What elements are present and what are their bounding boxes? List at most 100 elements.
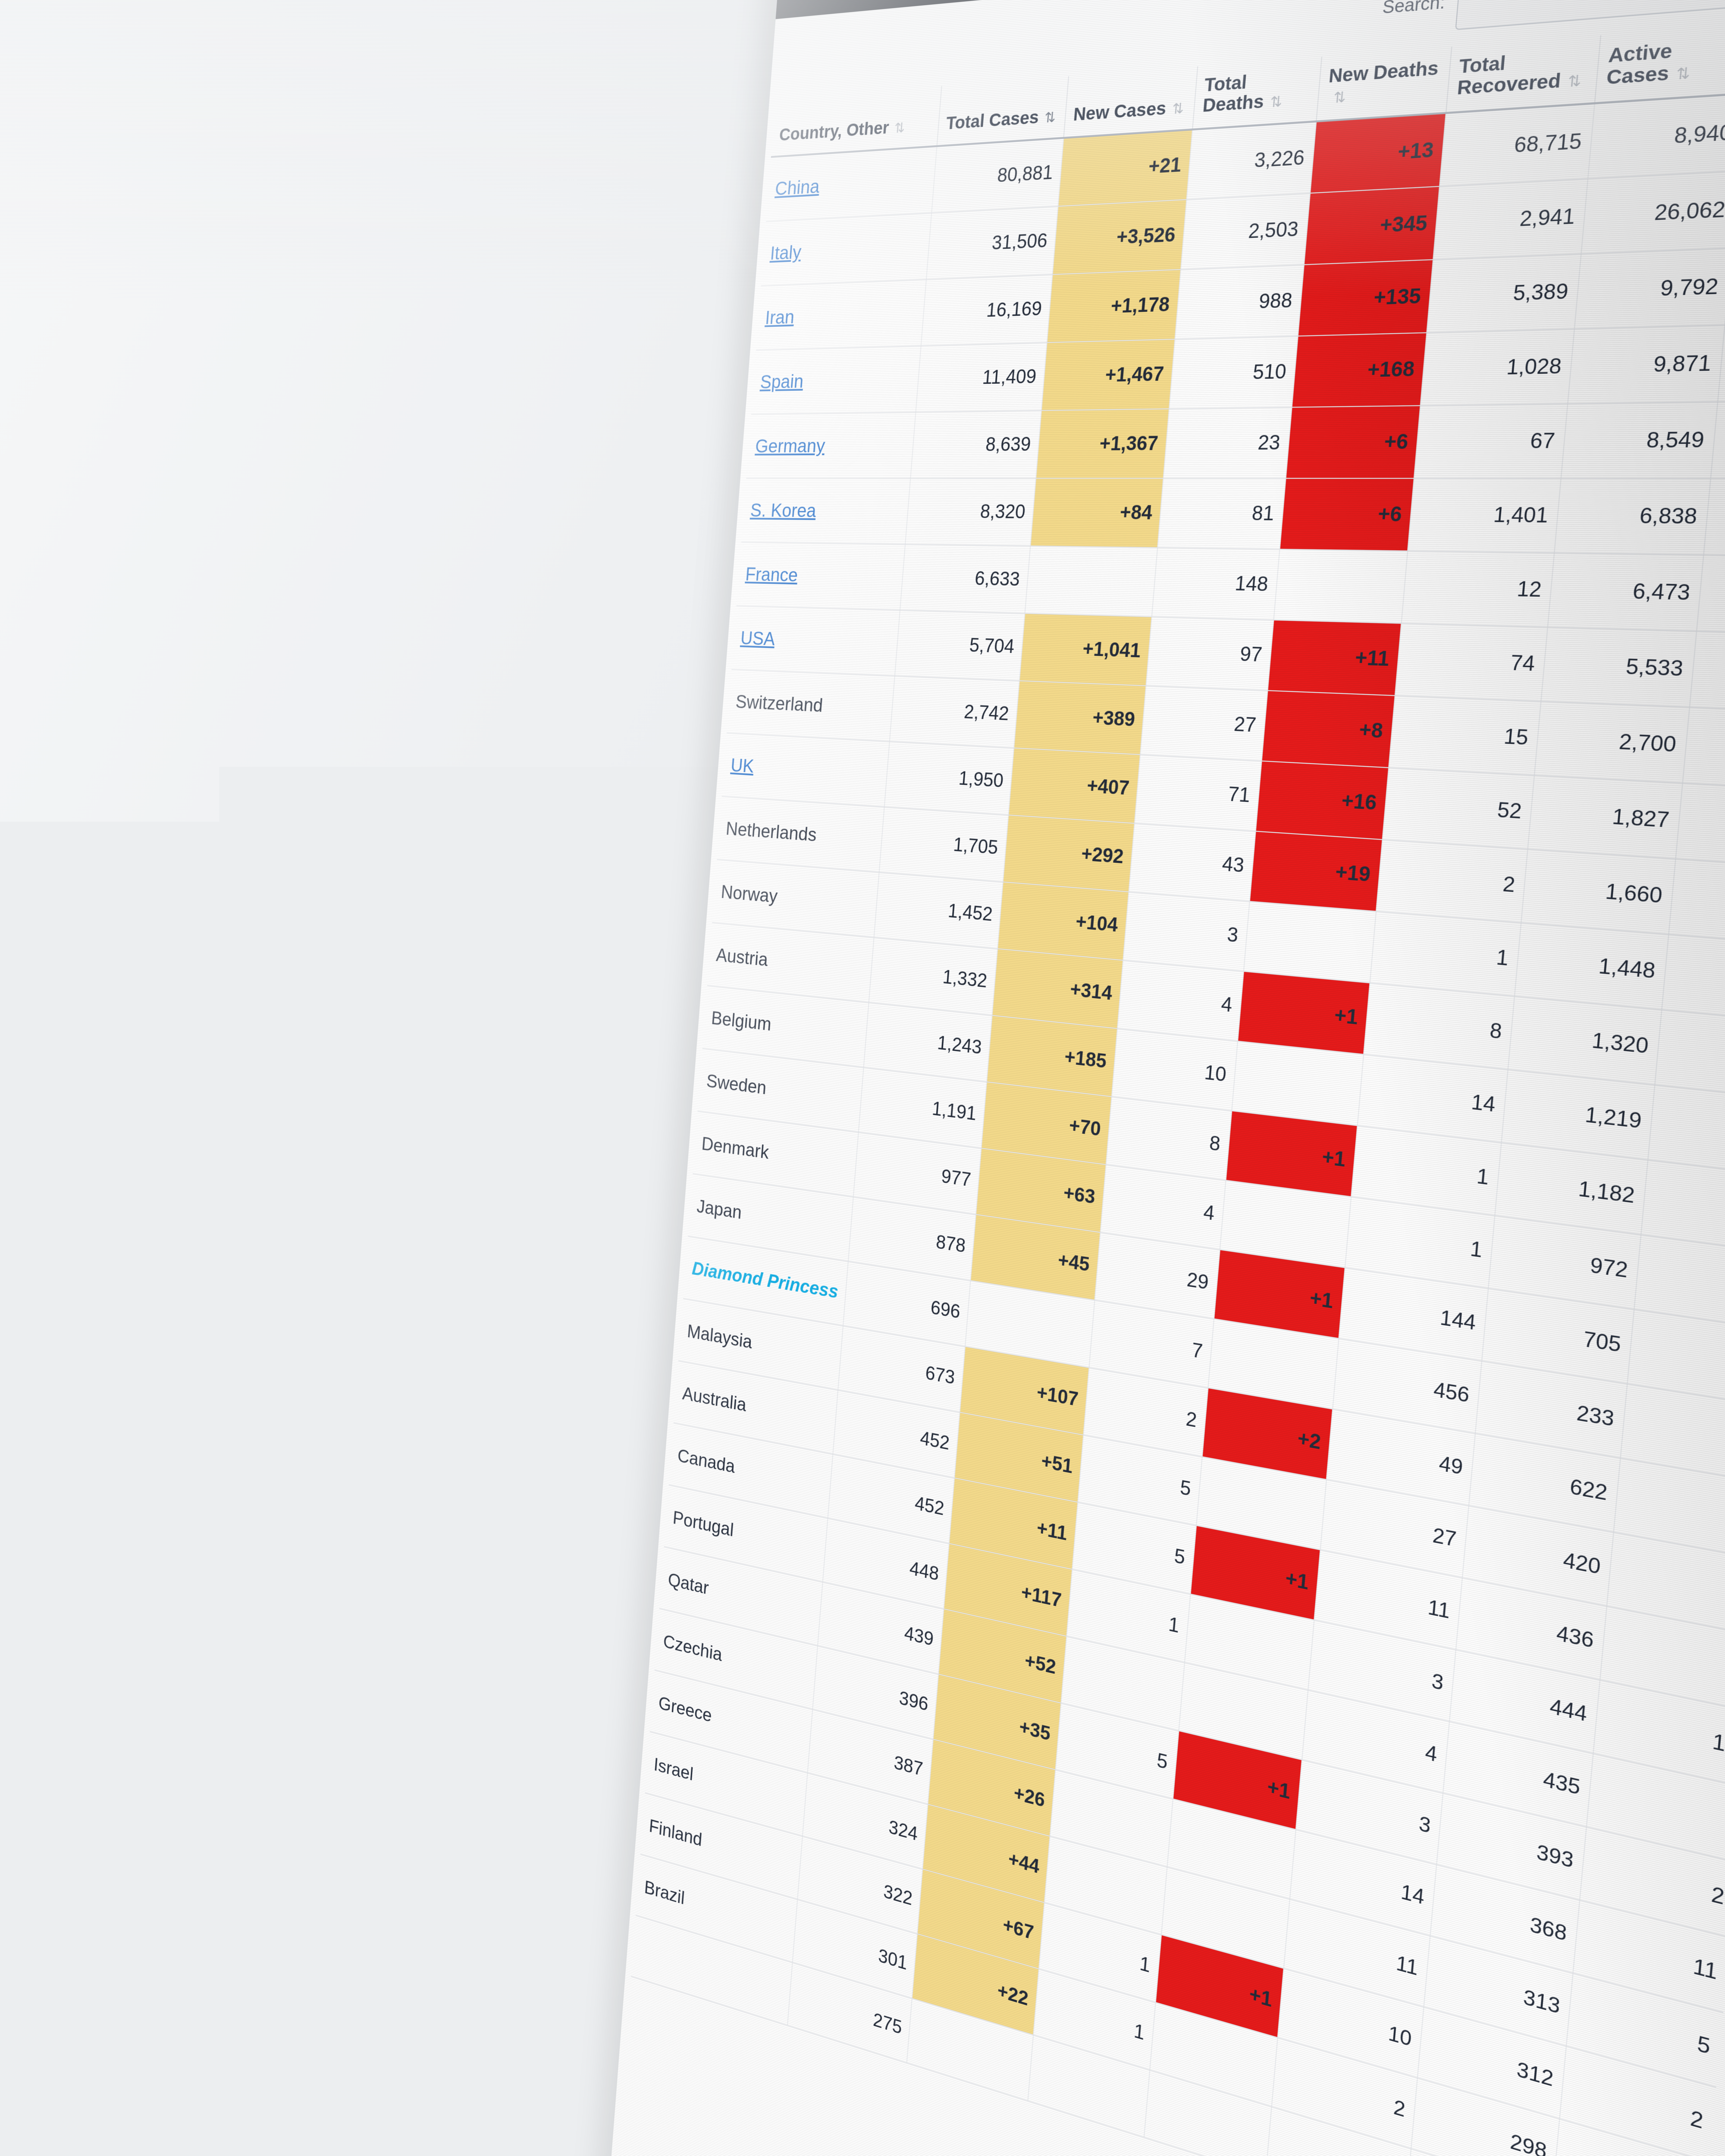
cell-total-recovered: 2,941 xyxy=(1433,179,1588,260)
cell-country[interactable]: USA xyxy=(731,605,900,675)
column-header-active-cases[interactable]: Active Cases ⇅ xyxy=(1595,24,1725,103)
cell-total-cases: 6,633 xyxy=(900,544,1030,613)
sort-icon-new-deaths[interactable]: ⇅ xyxy=(1333,89,1345,106)
column-header-total-cases[interactable]: Total Cases ⇅ xyxy=(937,76,1069,146)
cell-total-deaths: 81 xyxy=(1157,478,1286,549)
sort-icon-new-cases[interactable]: ⇅ xyxy=(1171,100,1182,117)
country-label[interactable]: Iran xyxy=(765,306,795,328)
cell-total-recovered: 67 xyxy=(1414,404,1568,478)
cell-total-deaths: 4 xyxy=(1117,960,1244,1041)
cell-total-deaths: 43 xyxy=(1129,823,1256,901)
sort-icon-active-cases[interactable]: ⇅ xyxy=(1675,65,1689,83)
cell-total-recovered: 2 xyxy=(1376,840,1527,923)
sort-icon-total-deaths[interactable]: ⇅ xyxy=(1269,94,1281,110)
country-label: Qatar xyxy=(667,1568,709,1598)
column-header-new-deaths[interactable]: New Deaths ⇅ xyxy=(1316,47,1452,121)
cell-total-cases: 8,639 xyxy=(910,410,1041,478)
column-label-new-deaths: New Deaths xyxy=(1328,57,1440,87)
cell-active-cases: 8,549 xyxy=(1561,401,1718,478)
country-label: Austria xyxy=(715,944,769,970)
cell-new-deaths: +6 xyxy=(1286,405,1421,478)
cell-active-cases: 1,660 xyxy=(1521,849,1675,934)
cell-active-cases: 5,533 xyxy=(1541,627,1697,707)
cell-country[interactable]: China xyxy=(766,146,937,221)
search-label: Search: xyxy=(1382,0,1446,18)
cell-new-cases: +407 xyxy=(1008,748,1140,823)
cell-total-cases: 2,742 xyxy=(890,676,1019,748)
cell-serious-critical xyxy=(1683,707,1725,791)
cell-active-cases: 2,700 xyxy=(1534,701,1690,783)
cell-new-cases: +3,526 xyxy=(1053,199,1187,274)
cell-total-recovered: 1 xyxy=(1370,911,1521,996)
country-label: Switzerland xyxy=(735,690,824,716)
country-label: Czechia xyxy=(662,1630,723,1665)
country-label[interactable]: China xyxy=(775,175,821,200)
cell-active-cases: 8,940 xyxy=(1588,93,1725,179)
cell-active-cases: 9,792 xyxy=(1574,248,1725,329)
country-label[interactable]: France xyxy=(745,563,799,586)
cell-new-cases: +1,367 xyxy=(1036,409,1169,478)
country-label[interactable]: USA xyxy=(740,627,776,649)
country-label[interactable]: Diamond Princess xyxy=(691,1258,839,1301)
column-header-total-recovered[interactable]: Total Recovered ⇅ xyxy=(1446,35,1601,113)
cell-total-deaths: 510 xyxy=(1169,336,1298,409)
cell-total-deaths: 2,503 xyxy=(1181,193,1310,269)
cell-country[interactable]: Italy xyxy=(761,213,932,285)
cell-new-cases: +104 xyxy=(997,882,1129,960)
column-label-total-recovered: Total Recovered xyxy=(1456,52,1562,99)
column-header-new-cases[interactable]: New Cases ⇅ xyxy=(1063,66,1198,138)
cell-total-deaths: 97 xyxy=(1146,617,1273,690)
country-label: Malaysia xyxy=(687,1320,753,1352)
cell-new-deaths: +1 xyxy=(1238,971,1370,1054)
cell-total-recovered: 68,715 xyxy=(1440,103,1595,186)
country-label[interactable]: S. Korea xyxy=(750,499,817,521)
cell-total-recovered: 5,389 xyxy=(1427,254,1581,332)
sort-icon-country[interactable]: ⇅ xyxy=(894,120,904,136)
column-label-total-cases: Total Cases xyxy=(945,107,1039,133)
country-label: Portugal xyxy=(672,1506,734,1540)
cell-new-deaths: +345 xyxy=(1304,186,1440,265)
country-label[interactable]: Italy xyxy=(769,241,802,264)
column-label-total-deaths: Total Deaths xyxy=(1202,71,1265,116)
country-label: Australia xyxy=(682,1382,747,1415)
country-label[interactable]: Spain xyxy=(759,370,804,392)
column-header-total-deaths[interactable]: Total Deaths ⇅ xyxy=(1192,56,1322,129)
country-label[interactable]: UK xyxy=(730,754,755,777)
sort-icon-total-recovered[interactable]: ⇅ xyxy=(1567,72,1580,90)
country-label: Greece xyxy=(658,1692,712,1726)
cell-new-deaths: +13 xyxy=(1310,113,1446,193)
cell-total-deaths: 3,226 xyxy=(1187,121,1317,199)
cell-active-cases: 1,827 xyxy=(1528,775,1683,859)
sort-icon-total-cases[interactable]: ⇅ xyxy=(1044,110,1055,126)
cell-country[interactable]: Iran xyxy=(756,279,926,350)
country-label: Brazil xyxy=(644,1876,686,1908)
cell-active-cases: 26,062 xyxy=(1581,171,1725,254)
cell-total-recovered: 15 xyxy=(1389,696,1541,775)
cell-total-recovered: 52 xyxy=(1383,768,1534,849)
cell-total-deaths: 27 xyxy=(1140,686,1267,761)
cell-new-deaths: +6 xyxy=(1280,478,1414,551)
cell-country[interactable]: Spain xyxy=(751,346,921,414)
cell-total-deaths: 148 xyxy=(1152,547,1280,620)
cell-country[interactable]: Germany xyxy=(746,412,916,478)
cell-country[interactable]: France xyxy=(737,542,905,610)
country-label: Norway xyxy=(720,881,778,907)
country-label: Japan xyxy=(696,1195,743,1223)
cell-new-deaths: +19 xyxy=(1250,831,1383,911)
cell-total-deaths: 3 xyxy=(1123,892,1249,971)
country-label[interactable]: Germany xyxy=(755,434,826,456)
cell-total-cases: 16,169 xyxy=(921,274,1053,345)
country-label: Netherlands xyxy=(725,817,818,845)
cell-new-cases: +292 xyxy=(1003,815,1135,892)
cell-new-cases: +314 xyxy=(992,949,1123,1028)
cell-country[interactable]: UK xyxy=(722,733,890,807)
cell-active-cases: 9,871 xyxy=(1568,325,1725,404)
search-input[interactable] xyxy=(1455,0,1725,30)
country-label: Canada xyxy=(677,1445,736,1477)
cell-total-cases: 1,950 xyxy=(884,741,1014,815)
cell-new-cases: +389 xyxy=(1014,680,1146,754)
cell-country: Switzerland xyxy=(727,669,895,741)
cell-country[interactable]: S. Korea xyxy=(741,478,910,544)
cell-active-cases: 6,838 xyxy=(1554,478,1711,555)
cell-total-cases: 31,506 xyxy=(926,206,1058,279)
